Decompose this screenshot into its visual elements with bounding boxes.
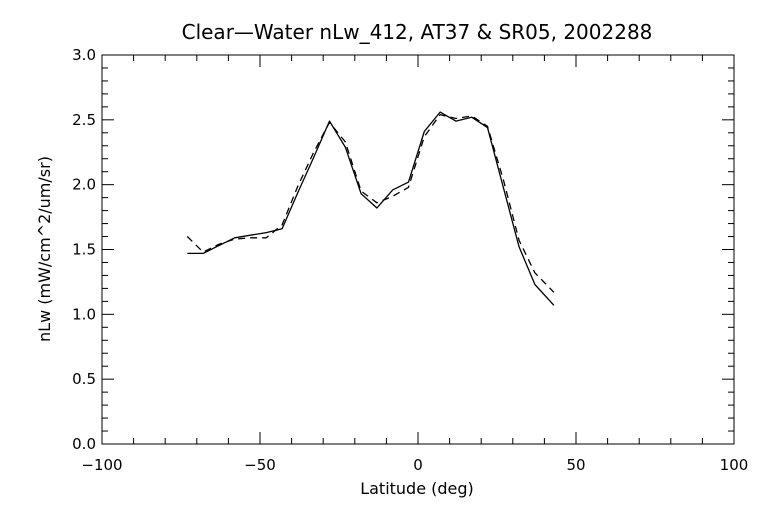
series-line-solid (187, 111, 555, 306)
y-tick-labels: 0.0 0.5 1.0 1.5 2.0 2.5 3.0 (72, 46, 96, 453)
x-tick-label: 0 (413, 456, 423, 474)
data-series (186, 111, 555, 306)
series-line-dashed (186, 113, 555, 293)
x-axis-label: Latitude (deg) (360, 479, 474, 498)
y-tick-label: 2.5 (72, 111, 96, 129)
plot-border (101, 54, 735, 445)
y-tick-label: 2.0 (72, 176, 96, 194)
axis-ticks (101, 54, 735, 445)
x-tick-label: 100 (720, 456, 749, 474)
y-tick-label: 1.5 (72, 241, 96, 259)
y-tick-label: 0.0 (72, 435, 96, 453)
y-tick-label: 3.0 (72, 46, 96, 64)
y-tick-label: 0.5 (72, 370, 96, 388)
chart-title: Clear—Water nLw_412, AT37 & SR05, 200228… (182, 20, 653, 44)
x-tick-labels: −100 −50 0 50 100 (81, 456, 748, 474)
x-tick-label: −50 (244, 456, 276, 474)
plot-frame (101, 54, 735, 445)
y-axis-label: nLw (mW/cm^2/um/sr) (35, 156, 54, 342)
y-tick-label: 1.0 (72, 305, 96, 323)
x-tick-label: 50 (566, 456, 585, 474)
x-tick-label: −100 (81, 456, 122, 474)
